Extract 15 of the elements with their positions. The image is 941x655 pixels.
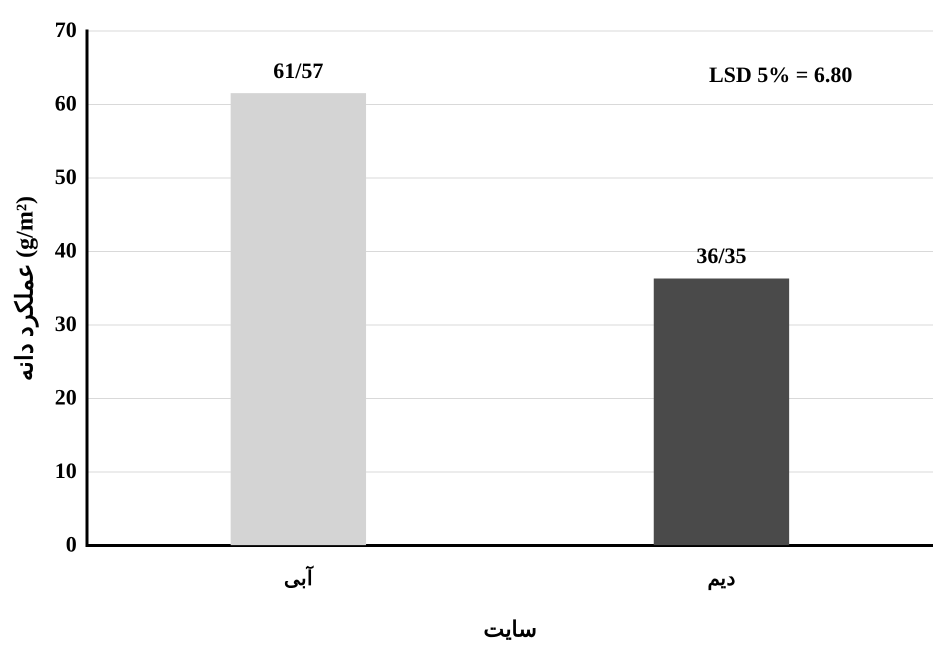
y-tick-label: 40: [54, 237, 77, 262]
y-tick-label: 0: [66, 531, 77, 556]
annotation: LSD 5% = 6.80: [709, 62, 852, 87]
x-tick-label: آبی: [284, 564, 314, 590]
x-axis-title: سایت: [483, 616, 536, 642]
y-tick-label: 30: [54, 310, 77, 336]
y-tick-label: 50: [54, 164, 77, 189]
y-tick-label: 60: [54, 90, 77, 116]
x-tick-label: دیم: [707, 568, 736, 591]
y-axis-title: عملکرد دانه (g/m²): [12, 196, 40, 381]
y-tick-label: 70: [54, 16, 77, 42]
data-label: 61/57: [273, 58, 324, 83]
y-tick-label: 10: [54, 458, 77, 483]
y-tick-label: 20: [54, 384, 77, 410]
data-label: 36/35: [696, 243, 747, 268]
